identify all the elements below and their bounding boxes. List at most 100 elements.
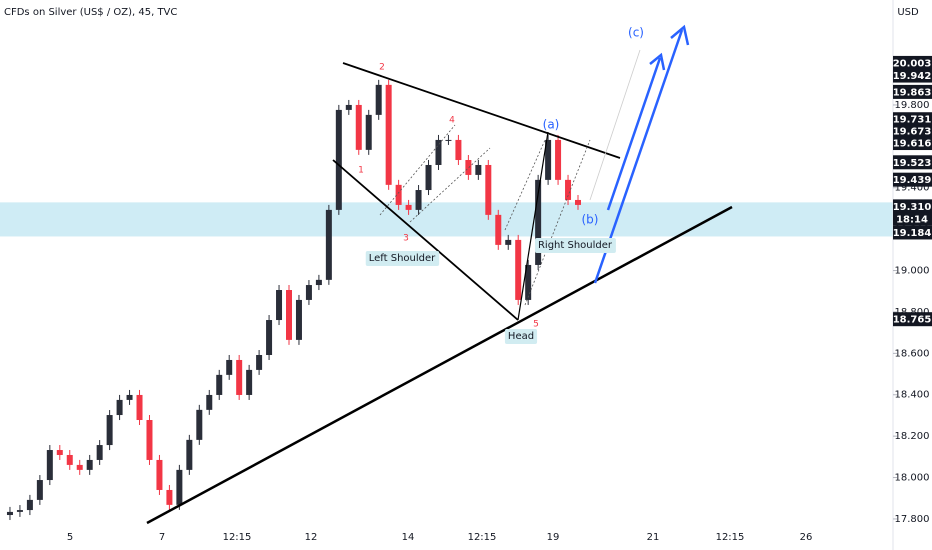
candle	[286, 290, 292, 340]
candle	[236, 359, 243, 395]
annotation: 3	[403, 234, 409, 244]
candle	[415, 190, 422, 210]
candle	[176, 469, 183, 505]
candle	[295, 299, 302, 340]
price-label-box	[893, 155, 932, 170]
price-label: 18.765	[893, 315, 932, 326]
candle	[505, 239, 512, 245]
x-tick-label: 12:15	[468, 532, 497, 543]
candle	[515, 239, 522, 300]
candle	[475, 164, 482, 175]
annotation-box	[534, 238, 616, 253]
candle	[6, 511, 13, 516]
price-label: 19.616	[893, 139, 932, 150]
annotation: (a)	[543, 118, 560, 132]
price-label-box	[893, 55, 932, 70]
price-label: 19.523	[893, 158, 932, 169]
y-tick-label: 18.200	[895, 431, 930, 442]
candle	[246, 369, 253, 395]
candle	[196, 409, 203, 440]
currency: USD	[897, 7, 919, 18]
candle	[156, 459, 163, 490]
candle	[465, 160, 472, 175]
candle	[66, 454, 73, 465]
candle	[16, 510, 23, 512]
candle	[216, 374, 223, 395]
annotation: (c)	[628, 26, 644, 40]
annotation: 1	[358, 166, 364, 176]
candle	[525, 264, 532, 300]
candle	[335, 109, 342, 210]
wedge-top	[342, 62, 621, 159]
y-tick-label: 19.400	[895, 183, 930, 194]
x-tick-label: 26	[800, 532, 813, 543]
candle	[116, 399, 123, 416]
candle	[36, 480, 43, 500]
x-tick-label: 12:15	[716, 532, 745, 543]
annotation: 4	[449, 116, 455, 126]
price-label-box	[893, 225, 932, 240]
price-label-box	[893, 124, 932, 139]
candle	[485, 164, 492, 215]
candle	[355, 104, 362, 150]
price-label: 19.310	[893, 202, 932, 213]
channel	[524, 139, 591, 306]
price-label: 19.942	[893, 71, 932, 82]
wedge-bottom	[332, 159, 519, 321]
annotation: Right Shoulder	[538, 240, 613, 251]
x-tick-label: 19	[547, 532, 560, 543]
annotation: (b)	[582, 213, 599, 227]
x-tick-label: 5	[67, 532, 73, 543]
candle	[425, 164, 432, 191]
candle	[535, 179, 542, 265]
candle	[86, 459, 93, 470]
candle	[345, 104, 352, 110]
candle	[166, 489, 173, 505]
y-tick-label: 17.800	[895, 514, 930, 525]
candle	[545, 139, 552, 180]
annotation: Head	[508, 331, 534, 342]
chart-title: CFDs on Silver (US$ / OZ), 45, TVC	[4, 7, 177, 18]
candle	[325, 209, 332, 280]
price-label-box	[893, 68, 932, 83]
candle	[106, 415, 113, 446]
candle	[256, 355, 263, 370]
candle	[435, 139, 442, 165]
candle	[405, 204, 412, 210]
candle	[365, 114, 372, 150]
candle	[186, 439, 193, 470]
candle	[495, 214, 502, 245]
candle	[445, 139, 452, 141]
channel	[504, 139, 546, 231]
price-zone	[0, 202, 893, 237]
x-tick-label: 12:15	[223, 532, 252, 543]
price-label-box	[893, 84, 932, 99]
price-label-box	[893, 199, 932, 214]
annotation: Left Shoulder	[369, 253, 436, 264]
candle	[46, 450, 53, 481]
y-tick-label: 18.000	[895, 473, 930, 484]
candle	[276, 290, 283, 321]
wave-line	[517, 131, 549, 321]
price-label: 19.863	[893, 87, 932, 98]
candle	[136, 394, 143, 421]
x-tick-label: 12	[305, 532, 318, 543]
candle	[555, 139, 562, 180]
price-label: 19.184	[893, 228, 932, 239]
candle	[206, 394, 213, 410]
candle	[96, 445, 103, 460]
candle	[56, 450, 63, 455]
price-label-box	[893, 136, 932, 151]
y-tick-label: 19.000	[895, 266, 930, 277]
candle	[385, 84, 392, 185]
channel	[379, 124, 456, 216]
candle	[266, 320, 273, 356]
candle	[26, 499, 33, 511]
annotation: 5	[533, 320, 539, 330]
annotation-box	[504, 329, 538, 344]
x-tick-label: 21	[647, 532, 660, 543]
candle	[375, 84, 382, 115]
candle	[565, 179, 572, 200]
x-tick-label: 14	[402, 532, 415, 543]
y-tick-label: 18.400	[895, 390, 930, 401]
